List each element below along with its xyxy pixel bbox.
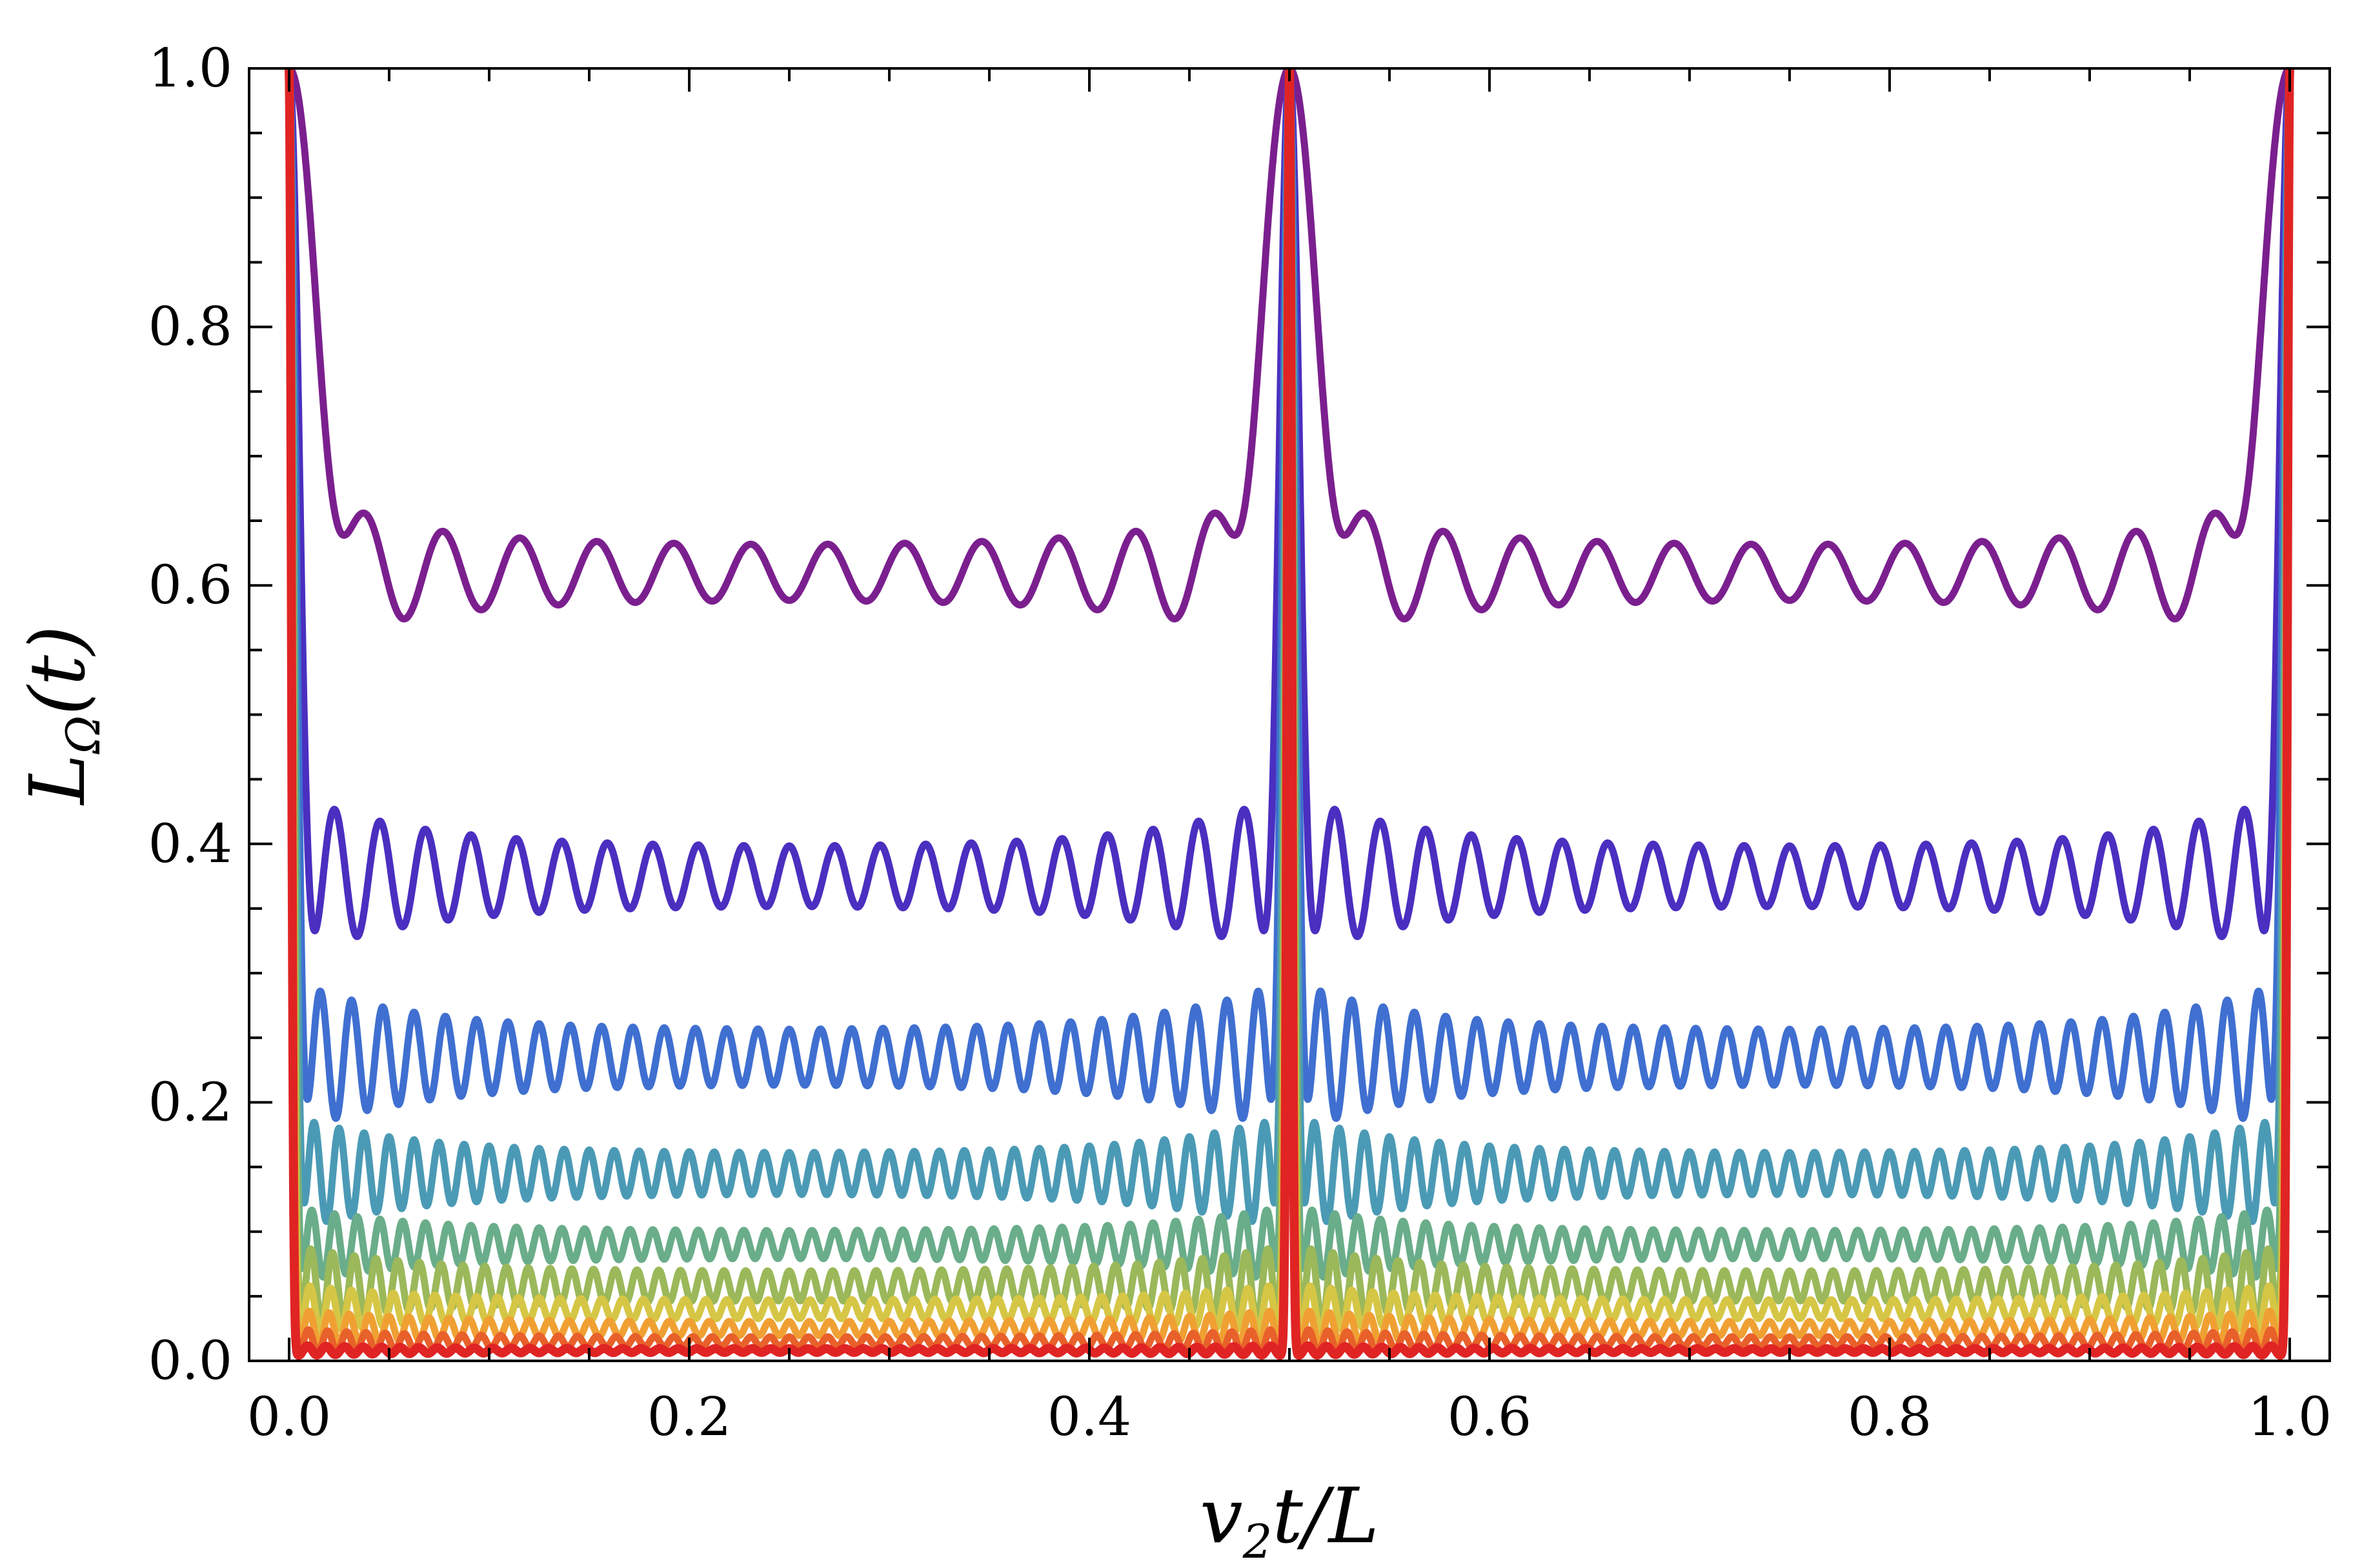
series-line-6 — [285, 68, 2294, 1325]
series-line-2 — [286, 68, 2293, 940]
x-axis-label-main: v — [1200, 1471, 1243, 1560]
y-tick-label: 0.8 — [148, 297, 232, 358]
x-tick-label: 0.6 — [1448, 1387, 1531, 1448]
y-axis-label: LΩ(t) — [13, 625, 110, 806]
x-axis-label: v2t/L — [1200, 1471, 1379, 1568]
series-line-8 — [285, 68, 2294, 1350]
series-line-4 — [285, 68, 2294, 1225]
series-line-1 — [286, 68, 2293, 623]
x-axis-label-rest: t/L — [1272, 1471, 1379, 1560]
x-tick-label: 0.8 — [1848, 1387, 1932, 1448]
series-line-5 — [285, 68, 2294, 1281]
x-tick-label: 0.2 — [647, 1387, 731, 1448]
y-axis-label-main: L — [13, 754, 102, 805]
y-axis-label-rest: (t) — [13, 625, 102, 716]
y-tick-label: 0.6 — [148, 555, 232, 616]
series-layer — [285, 68, 2294, 1360]
ticks-layer — [249, 67, 2330, 1362]
y-axis-label-sub: Ω — [56, 716, 110, 755]
x-tick-label: 1.0 — [2248, 1387, 2332, 1448]
x-axis-label-sub: 2 — [1242, 1514, 1273, 1568]
tick-labels-layer: 0.0 0.2 0.4 0.6 0.8 1.0 0.0 0.2 0.4 0.6 0.8 1.0 — [148, 38, 2332, 1448]
series-line-10 — [285, 68, 2294, 1360]
x-tick-label: 0.0 — [247, 1387, 331, 1448]
y-tick-label: 0.0 — [148, 1331, 232, 1392]
series-line-7 — [285, 68, 2294, 1335]
y-tick-label: 1.0 — [148, 38, 232, 99]
x-tick-label: 0.4 — [1047, 1387, 1131, 1448]
series-line-3 — [285, 68, 2294, 1122]
y-tick-label: 0.2 — [148, 1072, 232, 1133]
y-tick-label: 0.4 — [148, 814, 232, 875]
